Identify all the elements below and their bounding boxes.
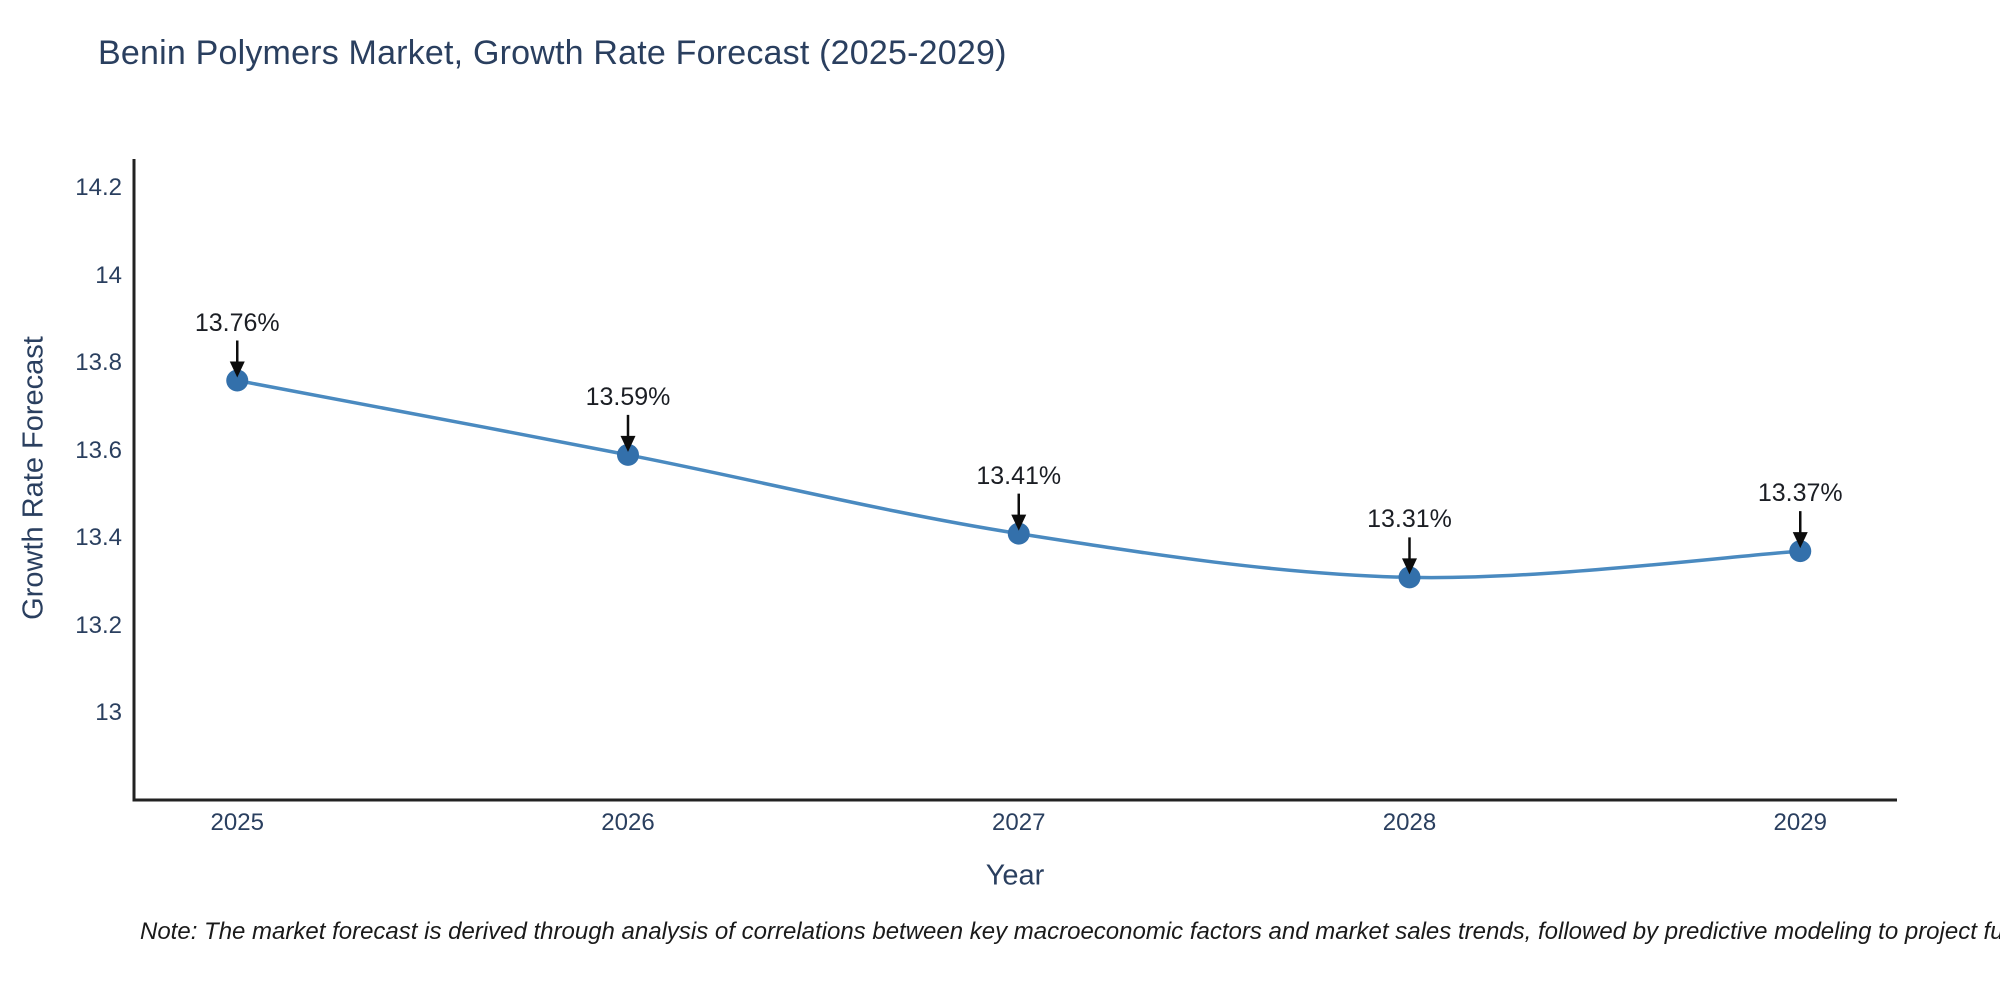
y-tick-label: 13	[95, 699, 122, 726]
footnote: Note: The market forecast is derived thr…	[140, 918, 2000, 945]
data-point-marker-2026	[617, 443, 639, 466]
annotation-label: 13.59%	[585, 382, 671, 411]
x-tick-label: 2028	[1382, 809, 1437, 836]
y-tick-label: 14	[95, 261, 122, 289]
y-tick-label: 14.2	[75, 174, 122, 201]
chart-title: Benin Polymers Market, Growth Rate Forec…	[98, 34, 1007, 72]
data-point-marker-2027	[1007, 522, 1030, 545]
y-tick-label: 13.4	[75, 524, 122, 551]
y-tick-label: 13.6	[75, 436, 122, 464]
annotation-label: 13.76%	[194, 308, 280, 337]
data-point-marker-2028	[1398, 566, 1421, 589]
x-tick-label: 2026	[601, 809, 655, 836]
annotation-arrow-head	[1011, 514, 1027, 531]
annotation-label: 13.37%	[1757, 479, 1843, 508]
data-point-marker-2025	[226, 369, 249, 392]
annotation-arrow-head	[229, 361, 245, 378]
y-axis-title: Growth Rate Forecast	[17, 336, 50, 620]
x-tick-label: 2025	[210, 809, 264, 836]
annotation-label: 13.31%	[1367, 505, 1452, 534]
x-axis-title: Year	[985, 859, 1045, 892]
annotation-label: 13.41%	[976, 461, 1062, 490]
annotation-arrow-head	[1792, 532, 1808, 549]
annotation-arrow-head	[620, 435, 636, 452]
y-tick-label: 13.8	[75, 349, 122, 376]
x-tick-label: 2029	[1773, 809, 1827, 836]
data-point-marker-2029	[1789, 540, 1812, 563]
annotation-arrow-head	[1402, 558, 1417, 575]
y-tick-label: 13.2	[75, 611, 122, 639]
x-tick-label: 2027	[992, 809, 1046, 836]
